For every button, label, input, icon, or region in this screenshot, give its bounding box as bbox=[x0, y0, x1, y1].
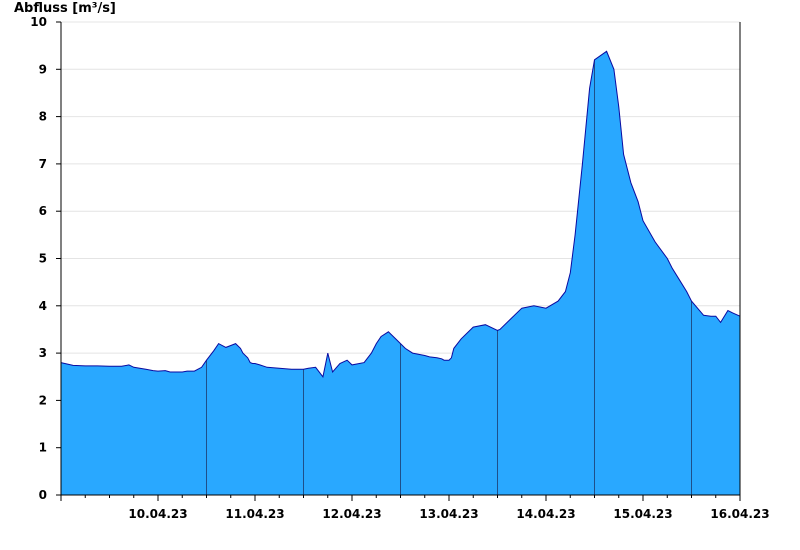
y-tick-label-6: 6 bbox=[39, 204, 47, 218]
day-separators bbox=[206, 59, 692, 495]
x-tick-label-14.04.23: 14.04.23 bbox=[516, 507, 575, 521]
y-tick-label-7: 7 bbox=[39, 157, 47, 171]
y-tick-label-5: 5 bbox=[39, 252, 47, 266]
y-tick-label-4: 4 bbox=[39, 299, 47, 313]
y-tick-label-10: 10 bbox=[30, 15, 47, 29]
discharge-line bbox=[60, 50, 741, 378]
x-tick-label-11.04.23: 11.04.23 bbox=[225, 507, 284, 521]
x-tick-label-10.04.23: 10.04.23 bbox=[128, 507, 187, 521]
y-axis-label: Abfluss [m³/s] bbox=[14, 1, 116, 16]
y-ticks: 0 1 2 3 4 5 6 7 8 9 10 bbox=[30, 15, 61, 502]
x-tick-label-16.04.23: 16.04.23 bbox=[710, 507, 769, 521]
x-tick-label-15.04.23: 15.04.23 bbox=[613, 507, 672, 521]
y-tick-label-8: 8 bbox=[39, 110, 47, 124]
y-tick-label-3: 3 bbox=[39, 346, 47, 360]
x-ticks: 10.04.23 11.04.23 12.04.23 13.04.23 14.04.23… bbox=[60, 495, 770, 521]
y-tick-label-9: 9 bbox=[39, 62, 47, 76]
y-tick-label-2: 2 bbox=[39, 393, 47, 407]
x-tick-label-12.04.23: 12.04.23 bbox=[322, 507, 381, 521]
discharge-area bbox=[61, 51, 740, 496]
x-tick-label-13.04.23: 13.04.23 bbox=[419, 507, 478, 521]
y-tick-label-1: 1 bbox=[39, 441, 47, 455]
y-tick-label-0: 0 bbox=[39, 488, 47, 502]
